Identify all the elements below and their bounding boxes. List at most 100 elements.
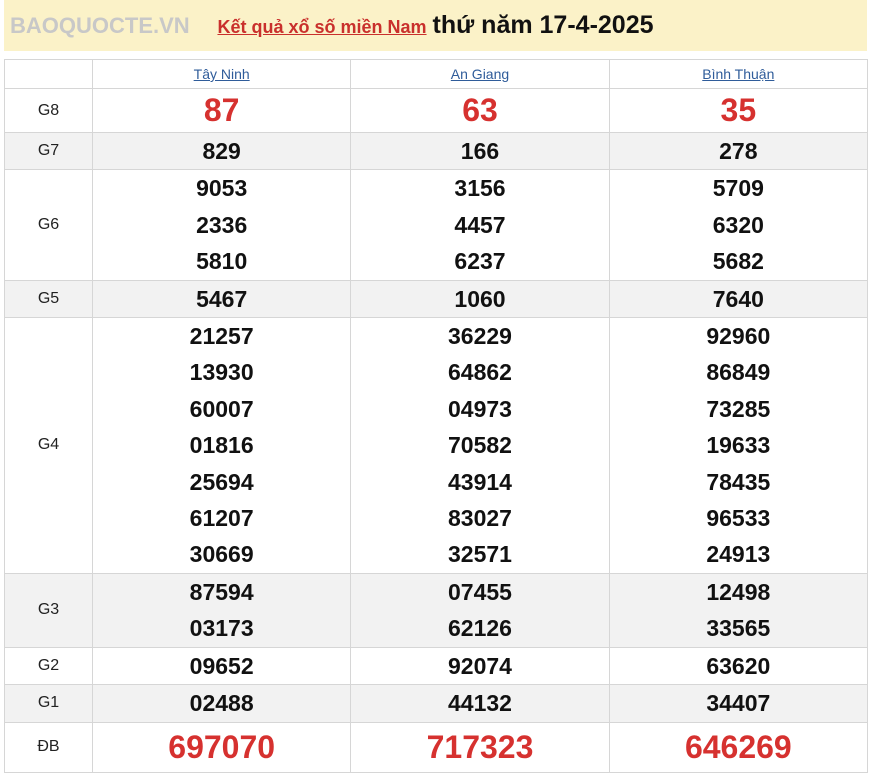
prize-number: 70582 <box>448 432 512 459</box>
prize-number: 60007 <box>189 395 254 422</box>
prize-cell: 92074 <box>350 646 610 686</box>
prize-number: 5682 <box>712 248 764 275</box>
prize-cell: 87 <box>91 88 352 133</box>
province-header: Bình Thuận <box>608 59 869 89</box>
prize-number: 44132 <box>448 690 512 717</box>
prize-number: 03173 <box>189 615 254 642</box>
prize-cell: 63620 <box>608 646 869 686</box>
prize-number: 87 <box>203 92 240 128</box>
prize-row: G1 02488 44132 34407 <box>4 684 869 723</box>
title-link[interactable]: Kết quả xổ số miền Nam <box>217 17 427 37</box>
prize-number: 32571 <box>448 541 512 568</box>
prize-cell: 646269 <box>608 721 869 773</box>
prize-number: 12498 <box>706 578 771 605</box>
prize-number: 87594 <box>189 578 254 605</box>
prize-cell: 3156 4457 6237 <box>350 169 610 281</box>
province-header: Tây Ninh <box>91 59 352 89</box>
prize-cell: 44132 <box>350 684 610 723</box>
prize-label: G8 <box>4 88 93 133</box>
prize-row: G6 9053 2336 5810 3156 4457 6237 5709 6320 5682 <box>4 169 869 281</box>
prize-number: 33565 <box>706 615 771 642</box>
prize-cell: 36229 64862 04973 70582 43914 83027 32571 <box>350 317 610 574</box>
prize-label: ĐB <box>4 721 93 773</box>
title-banner: Kết quả xổ số miền Nam thứ năm 17-4-2025 <box>4 0 867 51</box>
prize-number: 6320 <box>712 211 764 238</box>
prize-number: 25694 <box>189 468 254 495</box>
prize-cell: 166 <box>350 131 610 171</box>
prize-label: G2 <box>4 646 93 686</box>
prize-cell: 63 <box>350 88 610 133</box>
prize-cell: 92960 86849 73285 19633 78435 96533 24913 <box>608 317 869 574</box>
prize-number: 166 <box>460 138 500 164</box>
prize-number: 6237 <box>454 248 506 275</box>
prize-number: 278 <box>719 138 758 164</box>
prize-number: 73285 <box>706 395 771 422</box>
prize-row: G7 829 166 278 <box>4 131 869 171</box>
prize-number: 2336 <box>196 211 248 238</box>
prize-number: 4457 <box>454 211 506 238</box>
draw-date: thứ năm 17-4-2025 <box>432 11 654 39</box>
prize-cell: 87594 03173 <box>91 572 352 648</box>
prize-number: 63 <box>462 92 498 128</box>
prize-cell: 278 <box>608 131 869 171</box>
prize-cell: 5709 6320 5682 <box>608 169 869 281</box>
prize-number: 78435 <box>706 468 771 495</box>
prize-cell: 7640 <box>608 279 869 319</box>
prize-number: 21257 <box>189 323 254 350</box>
province-link[interactable]: Bình Thuận <box>702 66 775 82</box>
prize-label: G1 <box>4 684 93 723</box>
prize-cell: 12498 33565 <box>608 572 869 648</box>
prize-number: 9053 <box>196 175 248 202</box>
prize-label: G5 <box>4 279 93 319</box>
prize-number: 7640 <box>712 285 764 312</box>
prize-number: 01816 <box>189 432 254 459</box>
prize-number: 19633 <box>706 432 771 459</box>
prize-number: 96533 <box>706 505 771 532</box>
prize-number: 86849 <box>706 359 771 386</box>
prize-number: 5709 <box>712 175 764 202</box>
province-link[interactable]: Tây Ninh <box>193 66 250 82</box>
prize-number: 64862 <box>448 359 512 386</box>
prize-number: 30669 <box>189 541 254 568</box>
prize-cell: 829 <box>91 131 352 171</box>
prize-label: G6 <box>4 169 93 281</box>
prize-label: G7 <box>4 131 93 171</box>
prize-cell: 717323 <box>350 721 610 773</box>
prize-number: 62126 <box>448 615 512 642</box>
prize-row: ĐB 697070 717323 646269 <box>4 721 869 773</box>
prize-number: 83027 <box>448 505 512 532</box>
prize-number: 09652 <box>189 652 254 679</box>
prize-number: 34407 <box>706 690 771 717</box>
prize-number: 35 <box>720 92 757 128</box>
corner-cell <box>4 59 93 89</box>
prize-cell: 02488 <box>91 684 352 723</box>
prize-number: 63620 <box>706 652 771 679</box>
prize-number: 717323 <box>426 728 534 765</box>
prize-number: 1060 <box>454 285 506 312</box>
prize-number: 3156 <box>454 175 506 202</box>
prize-number: 697070 <box>168 728 276 765</box>
prize-number: 5810 <box>196 248 248 275</box>
prize-number: 61207 <box>189 505 254 532</box>
prize-label: G3 <box>4 572 93 648</box>
prize-number: 43914 <box>448 468 512 495</box>
prize-row: G4 21257 13930 60007 01816 25694 61207 30669 362… <box>4 317 869 574</box>
prize-number: 04973 <box>448 395 512 422</box>
prize-row: G5 5467 1060 7640 <box>4 279 869 319</box>
prize-number: 92074 <box>448 652 512 679</box>
prize-number: 92960 <box>706 323 771 350</box>
results-table: Tây Ninh An Giang Bình Thuận G8 87 63 35 G7 8… <box>4 59 869 773</box>
prize-number: 36229 <box>448 323 512 350</box>
prize-number: 646269 <box>684 728 792 765</box>
prize-cell: 697070 <box>91 721 352 773</box>
prize-row: G8 87 63 35 <box>4 88 869 133</box>
prize-row: G2 09652 92074 63620 <box>4 646 869 686</box>
prize-cell: 1060 <box>350 279 610 319</box>
province-link[interactable]: An Giang <box>450 66 510 82</box>
province-header: An Giang <box>350 59 610 89</box>
prize-row: G3 87594 03173 07455 62126 12498 33565 <box>4 572 869 648</box>
prize-cell: 5467 <box>91 279 352 319</box>
prize-cell: 07455 62126 <box>350 572 610 648</box>
prize-cell: 21257 13930 60007 01816 25694 61207 30669 <box>91 317 352 574</box>
header-row: Tây Ninh An Giang Bình Thuận <box>4 59 869 89</box>
